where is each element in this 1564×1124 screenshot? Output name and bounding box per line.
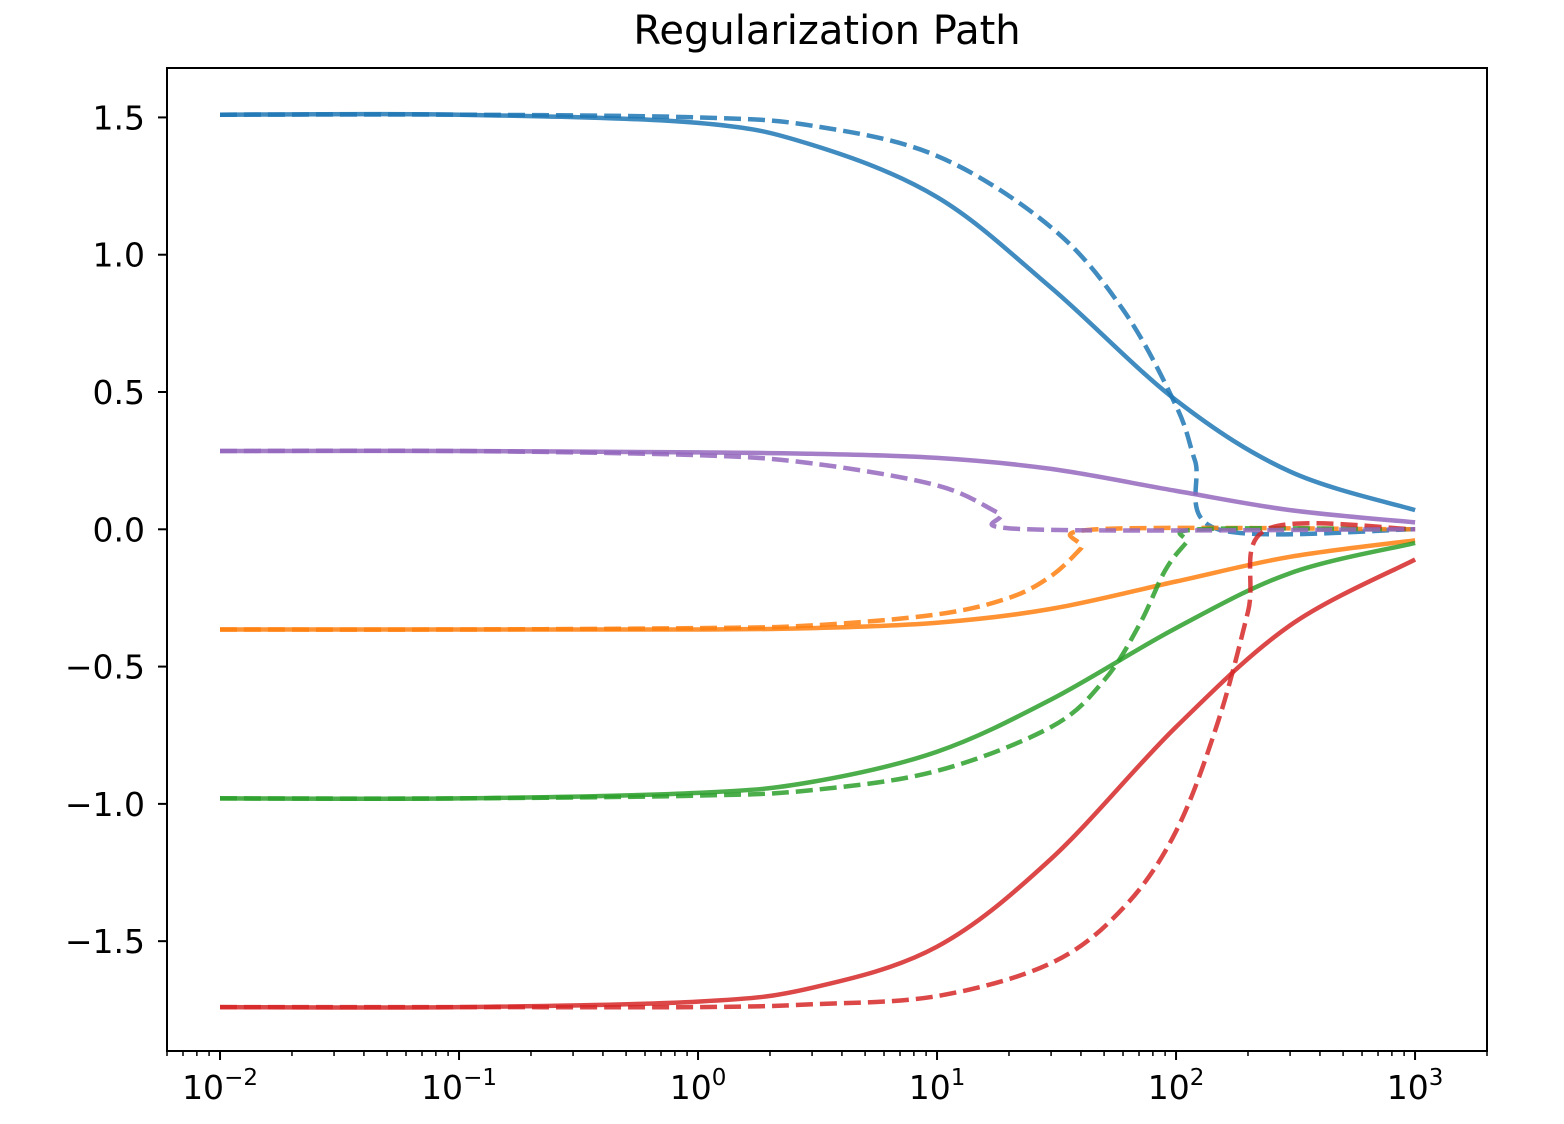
series-line-7-dashed: [220, 520, 1416, 1010]
y-tick-label: 0.5: [93, 373, 145, 412]
x-tick-label: 103: [1387, 1065, 1444, 1107]
x-tick-label: 10−2: [182, 1065, 258, 1107]
series-lines: [219, 111, 1417, 1010]
series-line-3-dashed: [219, 525, 1416, 632]
x-tick-label: 102: [1148, 1065, 1205, 1107]
y-tick-label: 1.0: [93, 236, 145, 275]
x-tick-label: 10−1: [421, 1065, 497, 1107]
y-tick-label: −0.5: [65, 648, 145, 687]
y-axis: 1.5 1.0 0.5 0.0 −0.5 −1.0 −1.5: [65, 98, 167, 961]
series-line-5-dashed: [219, 526, 1416, 801]
y-tick-label: 1.5: [93, 98, 145, 137]
x-axis: 10−2 10−1 100 101 102 103: [166, 1051, 1488, 1107]
y-tick-label: 0.0: [93, 510, 145, 549]
chart-title: Regularization Path: [633, 8, 1020, 54]
series-line-8-solid: [219, 448, 1416, 525]
series-line-2-solid: [219, 538, 1416, 632]
plot-frame: [166, 67, 1488, 1052]
series-line-1-dashed: [219, 112, 1416, 537]
x-tick-label: 101: [909, 1065, 966, 1107]
x-tick-label: 100: [670, 1065, 727, 1107]
series-line-6-solid: [219, 557, 1417, 1010]
series-line-9-dashed: [219, 448, 1416, 533]
y-tick-label: −1.5: [65, 922, 145, 961]
y-tick-label: −1.0: [65, 785, 145, 824]
